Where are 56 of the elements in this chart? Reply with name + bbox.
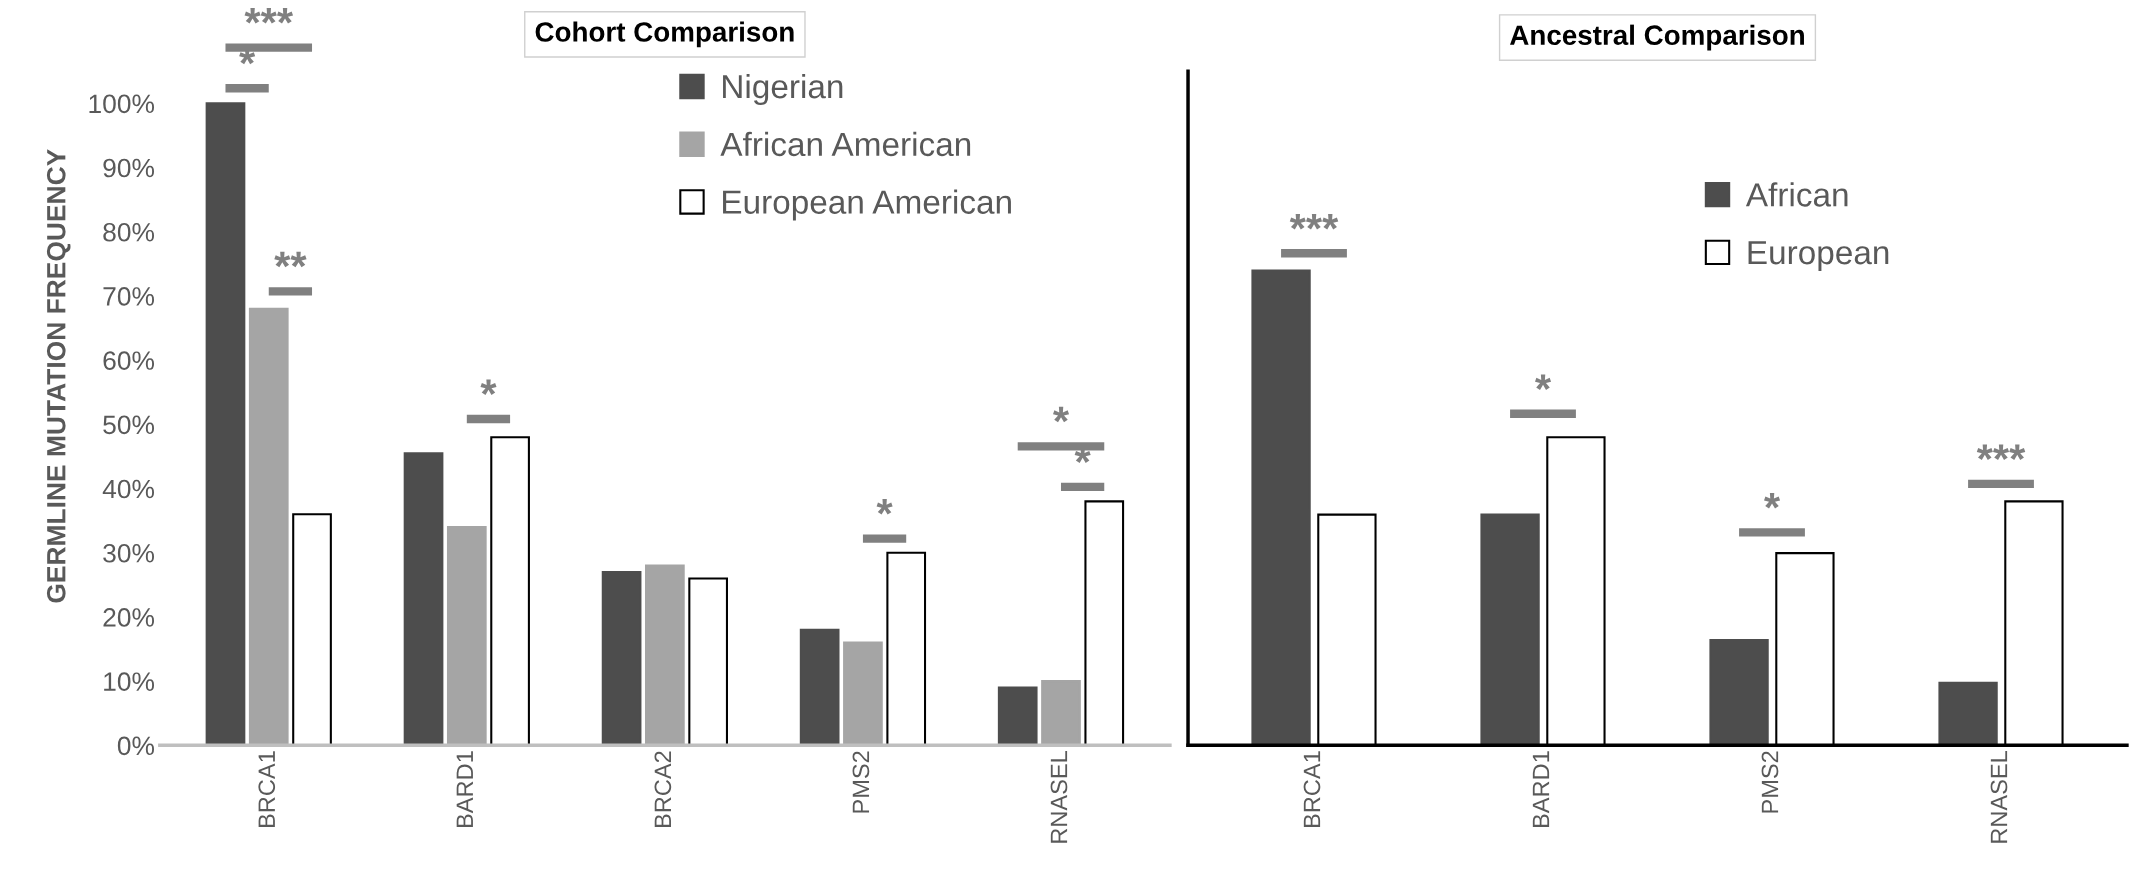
annotation: ***	[244, 8, 294, 24]
y-tick-label: 70%	[103, 287, 155, 306]
text: ***	[1289, 213, 1339, 230]
y-tick-label: 10%	[104, 672, 155, 691]
x-tick-label: BARD1	[1532, 751, 1550, 828]
bar	[645, 564, 685, 746]
annotation: *	[1535, 374, 1552, 390]
chart-title: Ancestral Comparison	[1510, 24, 1804, 51]
annotation: *	[1053, 406, 1070, 423]
bar	[1709, 638, 1769, 746]
bar	[248, 307, 289, 746]
legend-label: European American	[723, 189, 1011, 221]
legend-label: African	[1745, 182, 1848, 207]
bar	[688, 577, 728, 746]
bar	[292, 513, 332, 746]
annotation: *	[876, 499, 893, 515]
x-tick-label: RNASEL	[1990, 751, 2008, 843]
y-tick-label: 40%	[102, 479, 155, 499]
legend-label: African American	[720, 131, 971, 157]
bar	[997, 686, 1038, 746]
bar	[1084, 500, 1125, 746]
x-tick-label: BRCA1	[1303, 751, 1321, 828]
bar	[1251, 269, 1311, 746]
bar	[886, 551, 927, 746]
y-axis-title: GERMLINE MUTATION FREQUENCY	[46, 149, 71, 603]
x-tick-label: BARD1	[456, 751, 473, 828]
x-tick-label: BRCA1	[258, 751, 276, 828]
bar	[843, 641, 883, 746]
x-tick-label: PMS2	[852, 751, 870, 813]
annotation: **	[274, 251, 307, 268]
y-tick-label: 50%	[103, 415, 155, 435]
y-tick-label: 60%	[103, 351, 155, 370]
legend-label: Nigerian	[723, 73, 843, 106]
x-tick-label: BRCA2	[654, 751, 672, 828]
chart-title: Cohort Comparison	[535, 21, 794, 48]
bar	[1938, 681, 1998, 746]
bar	[799, 628, 840, 746]
bar	[1480, 513, 1540, 746]
annotation: ***	[1976, 444, 2026, 460]
annotation: *	[1764, 493, 1781, 509]
bar	[490, 436, 530, 746]
y-tick-label: 20%	[103, 608, 155, 627]
x-tick-label: PMS2	[1761, 751, 1779, 813]
bar	[205, 102, 246, 746]
y-tick-label: 30%	[103, 543, 155, 563]
x-tick-label: RNASEL	[1050, 751, 1068, 843]
y-tick-label: 90%	[103, 158, 155, 178]
bar	[446, 526, 487, 746]
y-tick-label: 80%	[103, 222, 155, 242]
y-tick-label: 0%	[117, 736, 155, 756]
bar	[1041, 680, 1081, 746]
legend-label: European	[1748, 241, 1889, 271]
y-tick-label: 100%	[89, 94, 155, 114]
annotation: *	[480, 379, 497, 395]
bar	[601, 570, 642, 746]
bar	[403, 452, 444, 746]
